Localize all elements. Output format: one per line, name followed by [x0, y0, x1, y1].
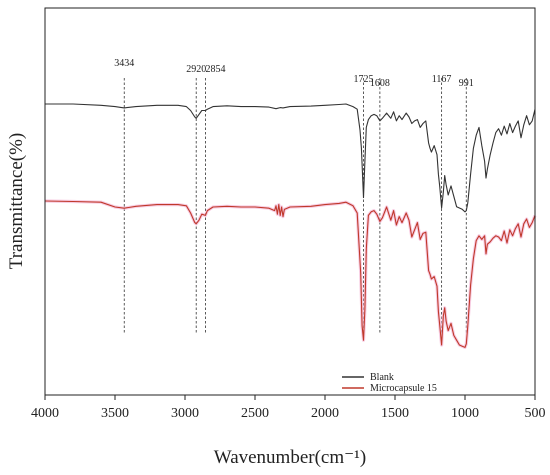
peak-label-3434: 3434 [114, 58, 134, 69]
series-line-blank [45, 103, 536, 213]
spectrum-series [44, 103, 537, 349]
x-tick-label-1500: 1500 [381, 406, 409, 421]
peak-label-2920: 2920 [186, 64, 206, 75]
peak-label-2854: 2854 [205, 64, 225, 75]
series-line-microcapsule-15 [44, 200, 536, 348]
x-tick-label-3000: 3000 [171, 406, 199, 421]
x-tick-label-2500: 2500 [241, 406, 269, 421]
x-tick-label-4000: 4000 [31, 406, 59, 421]
peak-label-1167: 1167 [432, 74, 452, 85]
x-axis-ticks: 4000 3500 3000 2500 2000 1500 1000 500 [31, 395, 546, 421]
y-axis-title: Transmittance(%) [6, 133, 27, 270]
x-tick-label-2000: 2000 [311, 406, 339, 421]
x-tick-label-500: 500 [525, 406, 546, 421]
peak-label-1725: 1725 [354, 74, 374, 85]
x-tick-label-1000: 1000 [451, 406, 479, 421]
peak-label-991: 991 [459, 78, 474, 89]
legend-label-microcapsule-15: Microcapsule 15 [370, 383, 437, 394]
series-glow-microcapsule-15 [44, 199, 537, 349]
legend-label-blank: Blank [370, 372, 394, 383]
plot-frame [44, 7, 536, 396]
x-axis-title: Wavenumber(cm⁻¹) [214, 447, 366, 468]
legend: Blank Microcapsule 15 [342, 372, 437, 394]
x-tick-label-3500: 3500 [101, 406, 129, 421]
peak-label-1608: 1608 [370, 78, 390, 89]
